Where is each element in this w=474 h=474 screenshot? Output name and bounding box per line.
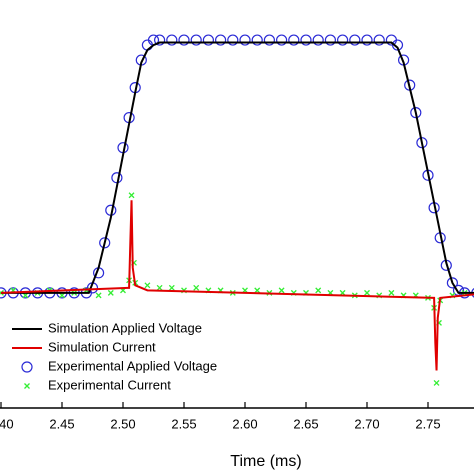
marker-circle [276,34,288,46]
x-tick-label: 2.45 [49,416,74,431]
x-tick-label: 2.55 [171,416,196,431]
legend-label: Simulation Current [48,339,156,354]
marker-circle [227,34,239,46]
marker-x [168,284,175,291]
marker-x [95,292,102,299]
legend-label: Experimental Applied Voltage [48,358,217,373]
marker-circle [288,34,300,46]
marker-circle [111,172,123,184]
legend-swatch [24,383,30,389]
marker-x [388,289,395,296]
line-series [1,41,474,294]
marker-x [278,287,285,294]
marker-circle [324,34,336,46]
x-tick-label: 2.70 [354,416,379,431]
marker-x [193,284,200,291]
marker-circle [141,39,153,51]
x-tick-label: 2.40 [0,416,14,431]
x-axis-label: Time (ms) [230,453,301,470]
marker-circle [300,34,312,46]
marker-x [128,192,135,199]
legend-label: Experimental Current [48,377,171,392]
x-tick-label: 2.60 [232,416,257,431]
x-tick-label: 2.65 [293,416,318,431]
marker-circle [349,34,361,46]
marker-circle [312,34,324,46]
legend-swatch [21,361,33,373]
marker-circle [361,34,373,46]
x-tick-label: 2.75 [415,416,440,431]
marker-x [107,289,114,296]
marker-x [254,287,261,294]
marker-circle [190,34,202,46]
marker-x [315,287,322,294]
marker-x [144,282,151,289]
marker-circle [337,34,349,46]
marker-circle [239,34,251,46]
marker-circle [373,34,385,46]
marker-circle [446,277,458,289]
marker-circle [166,34,178,46]
marker-circle [251,34,263,46]
line-series [0,200,474,371]
marker-circle [263,34,275,46]
marker-circle [215,34,227,46]
marker-circle [99,237,111,249]
marker-circle [154,34,166,46]
x-tick-label: 2.50 [110,416,135,431]
marker-x [156,284,163,291]
marker-x [433,380,440,386]
marker-circle [202,34,214,46]
marker-x [364,289,370,296]
marker-circle [178,34,190,46]
legend-label: Simulation Applied Voltage [48,320,202,335]
